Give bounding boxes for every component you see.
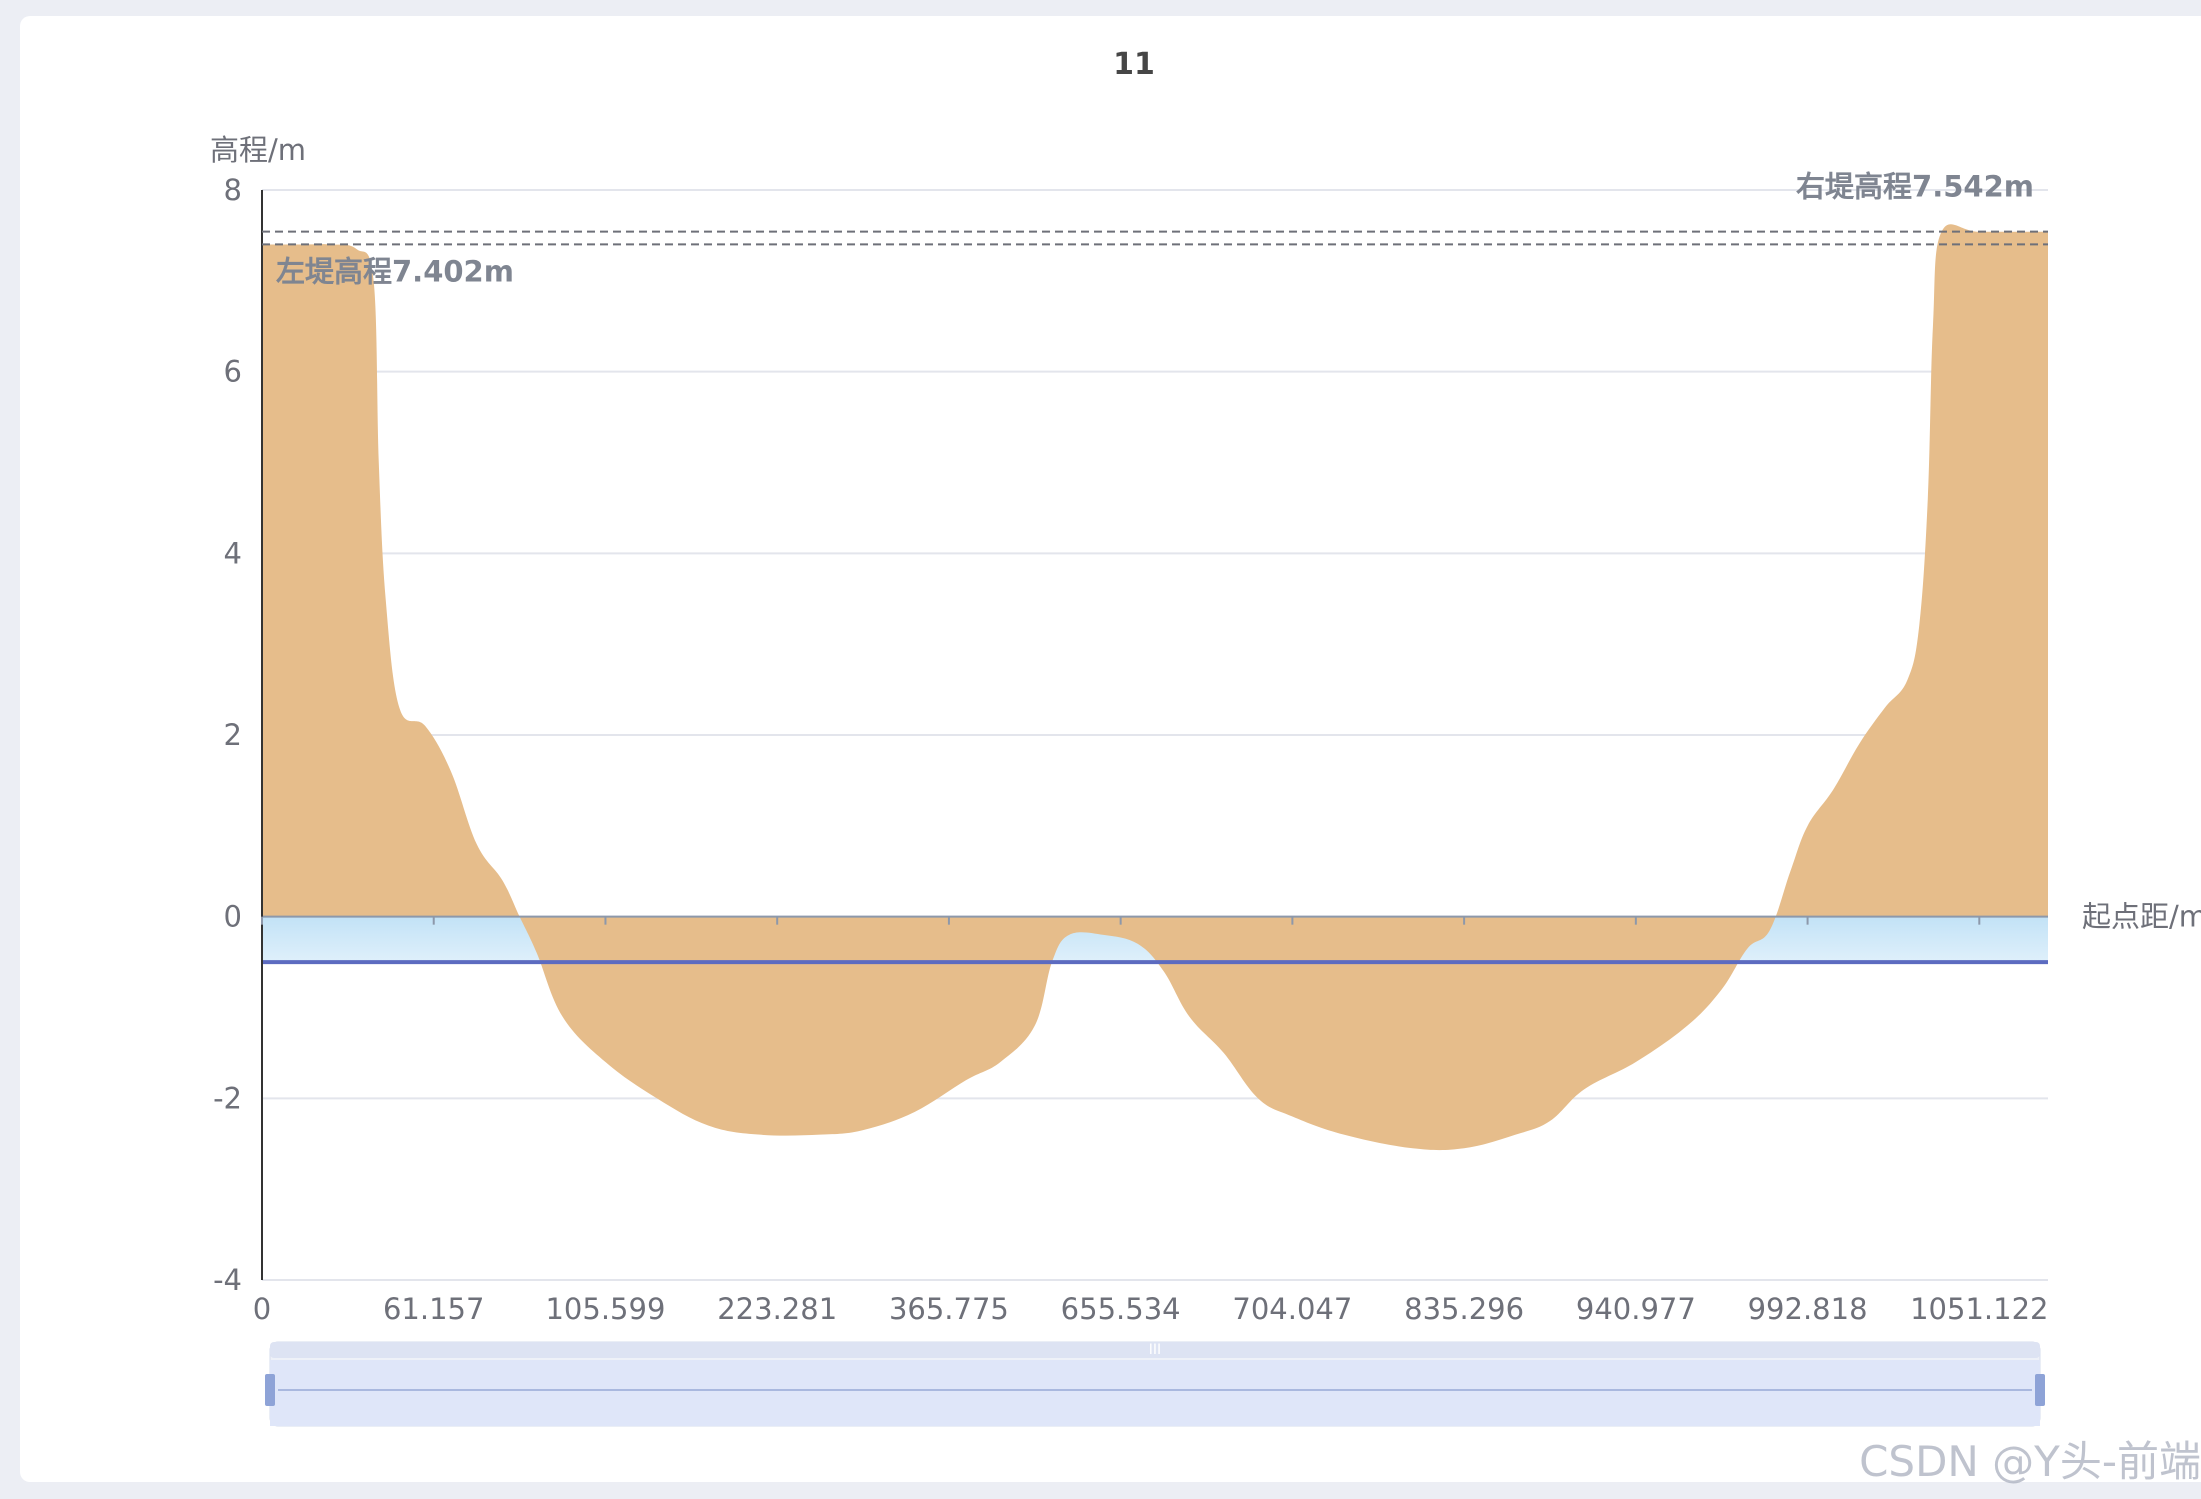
y-tick-label: 0 bbox=[224, 900, 242, 934]
x-axis-label: 起点距/m bbox=[2082, 900, 2201, 934]
cross-section-chart: 11 -4 -2 0 2 4 6 8 高程/m 0 61.157 105.599 223.281 365.… bbox=[210, 47, 2201, 1427]
chart-title: 11 bbox=[1113, 47, 1155, 82]
x-tick-label: 835.296 bbox=[1404, 1292, 1524, 1326]
y-tick-label: 6 bbox=[224, 355, 242, 389]
zoom-slider-selection bbox=[270, 1360, 2040, 1426]
x-tick-label: 105.599 bbox=[545, 1292, 665, 1326]
x-tick-label: 223.281 bbox=[717, 1292, 837, 1326]
y-axis-label: 高程/m bbox=[210, 133, 306, 167]
y-tick-label: 2 bbox=[224, 718, 242, 752]
y-tick-label: -4 bbox=[213, 1263, 242, 1297]
terrain-area bbox=[262, 224, 2048, 1151]
x-tick-label: 365.775 bbox=[889, 1292, 1009, 1326]
x-tick-label: 992.818 bbox=[1748, 1292, 1868, 1326]
zoom-slider-topbar bbox=[270, 1342, 2040, 1358]
chart-card: 11 -4 -2 0 2 4 6 8 高程/m 0 61.157 105.599 223.281 365.… bbox=[20, 16, 2201, 1482]
x-tick-label: 61.157 bbox=[383, 1292, 484, 1326]
right-levee-label: 右堤高程7.542m bbox=[1796, 170, 2034, 204]
x-tick-label: 940.977 bbox=[1576, 1292, 1696, 1326]
zoom-handle-left[interactable] bbox=[265, 1374, 275, 1406]
x-tick-label: 655.534 bbox=[1061, 1292, 1181, 1326]
left-levee-label: 左堤高程7.402m bbox=[276, 254, 514, 288]
x-tick-label: 1051.122 bbox=[1910, 1292, 2048, 1326]
zoom-slider-grip: III bbox=[1149, 1342, 1161, 1358]
x-tick-label: 704.047 bbox=[1232, 1292, 1352, 1326]
y-tick-label: 8 bbox=[224, 173, 242, 207]
y-tick-label: -2 bbox=[213, 1081, 242, 1115]
y-tick-label: 4 bbox=[224, 536, 242, 570]
zoom-handle-right[interactable] bbox=[2035, 1374, 2045, 1406]
csdn-watermark: CSDN @Y头-前端 bbox=[1859, 1437, 2201, 1486]
x-tick-label: 0 bbox=[253, 1292, 271, 1326]
